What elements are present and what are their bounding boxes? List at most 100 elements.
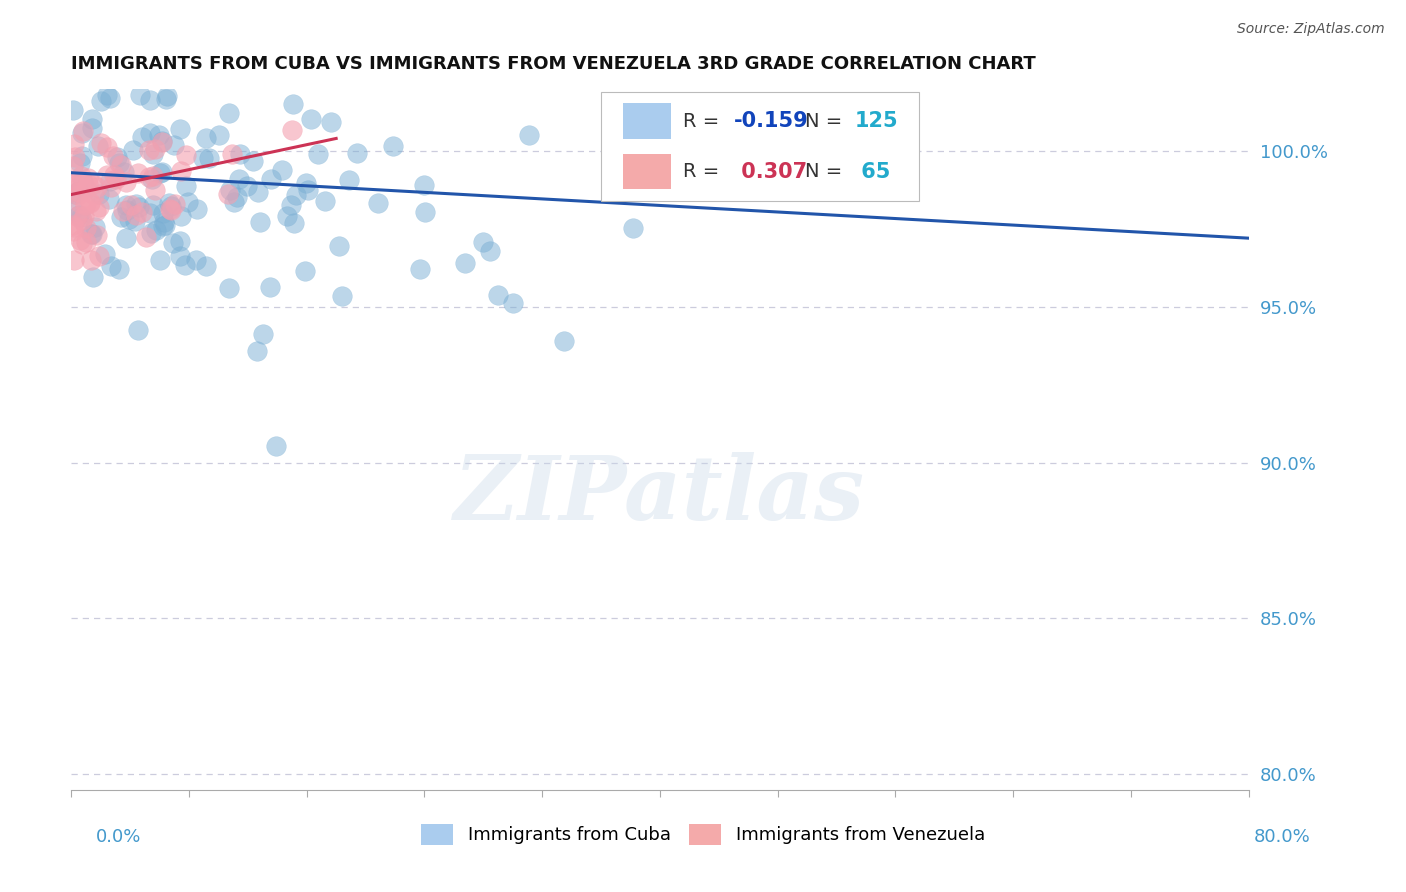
Point <box>142 169 165 184</box>
Point <box>138 93 160 107</box>
Point <box>218 280 240 294</box>
Point <box>165 196 187 211</box>
Point <box>162 138 184 153</box>
Point <box>409 262 432 277</box>
Text: 0.307: 0.307 <box>734 161 807 182</box>
Point <box>96 168 118 182</box>
Point <box>319 114 342 128</box>
Point <box>69 155 91 169</box>
Point <box>159 202 181 216</box>
Text: 125: 125 <box>855 111 898 131</box>
Point <box>80 112 103 127</box>
Point <box>75 220 97 235</box>
Point <box>97 192 120 206</box>
Point <box>259 171 281 186</box>
Text: 80.0%: 80.0% <box>1254 828 1310 846</box>
Point <box>152 219 174 233</box>
Point <box>139 126 162 140</box>
Point <box>176 148 198 162</box>
Point <box>125 208 148 222</box>
Point <box>80 227 103 241</box>
Point <box>195 130 218 145</box>
Point <box>69 233 91 247</box>
Point <box>170 163 193 178</box>
Point <box>62 202 84 217</box>
Point <box>86 228 108 243</box>
Point <box>87 248 110 262</box>
Point <box>135 229 157 244</box>
Point <box>69 195 91 210</box>
Point <box>70 126 93 140</box>
Point <box>143 183 166 197</box>
Point <box>208 128 231 143</box>
Point <box>63 150 86 164</box>
Point <box>157 196 180 211</box>
Point <box>83 219 105 234</box>
Point <box>169 209 191 223</box>
Point <box>186 252 208 267</box>
Point <box>346 145 368 160</box>
Point <box>108 156 131 170</box>
Point <box>70 236 93 251</box>
Point <box>82 120 104 135</box>
Point <box>122 143 145 157</box>
Text: Source: ZipAtlas.com: Source: ZipAtlas.com <box>1237 22 1385 37</box>
Point <box>131 130 153 145</box>
Point <box>87 138 110 153</box>
Point <box>159 203 181 218</box>
Point <box>142 147 165 161</box>
Point <box>139 205 162 219</box>
Point <box>72 174 94 188</box>
Point <box>66 186 89 200</box>
Point <box>110 210 132 224</box>
Point <box>121 198 143 212</box>
Point <box>131 204 153 219</box>
Point <box>276 209 298 223</box>
Point <box>228 172 250 186</box>
Point <box>114 231 136 245</box>
FancyBboxPatch shape <box>600 92 920 201</box>
Point <box>174 179 197 194</box>
Point <box>138 169 160 184</box>
Point <box>280 197 302 211</box>
Point <box>198 152 221 166</box>
Point <box>145 223 167 237</box>
Point <box>62 252 84 267</box>
Point <box>486 288 509 302</box>
Point <box>454 256 477 270</box>
FancyBboxPatch shape <box>623 154 671 189</box>
Point <box>70 169 93 184</box>
Text: N =: N = <box>804 112 848 130</box>
Point <box>169 122 191 136</box>
Point <box>141 226 163 240</box>
Point <box>63 219 86 234</box>
Point <box>104 172 127 186</box>
Point <box>111 204 134 219</box>
Point <box>297 183 319 197</box>
Point <box>413 178 436 192</box>
Point <box>222 195 245 210</box>
Point <box>67 188 90 202</box>
Point <box>149 167 172 181</box>
Point <box>101 148 124 162</box>
Point <box>82 227 104 241</box>
Point <box>299 112 322 127</box>
Point <box>127 166 149 180</box>
Point <box>65 210 87 224</box>
Point <box>294 264 316 278</box>
Point <box>79 194 101 209</box>
Text: IMMIGRANTS FROM CUBA VS IMMIGRANTS FROM VENEZUELA 3RD GRADE CORRELATION CHART: IMMIGRANTS FROM CUBA VS IMMIGRANTS FROM … <box>72 55 1036 73</box>
Point <box>264 439 287 453</box>
Point <box>472 235 495 250</box>
Point <box>249 215 271 229</box>
Point <box>148 128 170 142</box>
Text: N =: N = <box>804 162 848 181</box>
Text: R =: R = <box>683 112 725 130</box>
Point <box>413 204 436 219</box>
Point <box>124 214 146 228</box>
Point <box>128 87 150 102</box>
Point <box>367 195 389 210</box>
Point <box>155 92 177 106</box>
Text: R =: R = <box>683 162 725 181</box>
Point <box>221 147 243 161</box>
